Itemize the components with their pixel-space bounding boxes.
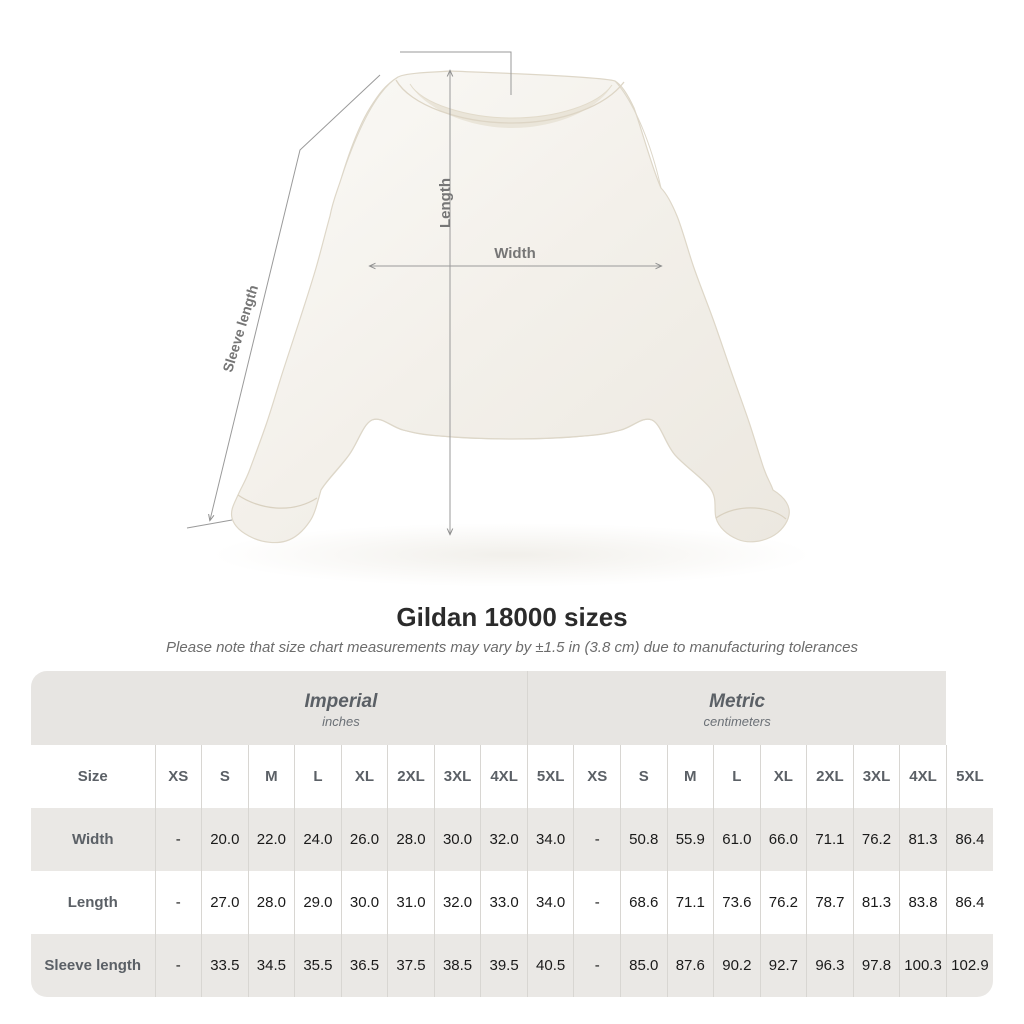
svg-text:Length: Length bbox=[437, 178, 454, 228]
svg-text:Width: Width bbox=[494, 245, 536, 262]
svg-text:Sleeve length: Sleeve length bbox=[219, 283, 261, 374]
